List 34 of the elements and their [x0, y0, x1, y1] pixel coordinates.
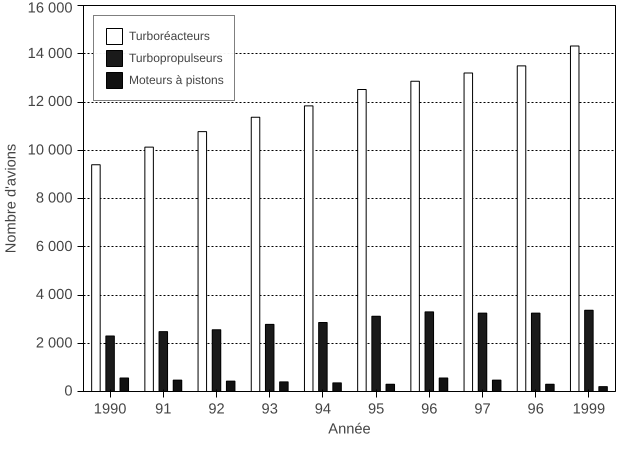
legend-label: Turboréacteurs [129, 29, 210, 43]
x-tick-label: 96 [528, 402, 544, 418]
x-tick-label: 1990 [94, 402, 126, 418]
y-tick-label: 16 000 [28, 0, 72, 16]
x-tick-label: 97 [474, 402, 491, 418]
y-tick-label: 8 000 [36, 190, 73, 206]
x-tick-label: 92 [208, 402, 225, 418]
bar [172, 380, 182, 392]
y-axis-title: Nombre d'avions [4, 144, 20, 254]
x-tick-label: 95 [368, 402, 384, 418]
y-tick-label: 6 000 [36, 238, 73, 255]
y-tick-label: 14 000 [28, 46, 72, 62]
bar [545, 384, 555, 392]
bar [386, 384, 396, 392]
x-tick-label: 1999 [572, 402, 606, 418]
y-tick-label: 12 000 [28, 94, 72, 110]
bar [598, 386, 608, 392]
x-tick-label: 96 [421, 402, 438, 418]
x-tick-label: 93 [262, 402, 278, 418]
bar [438, 377, 448, 392]
bar [332, 382, 342, 392]
y-tick-label: 4 000 [36, 287, 73, 303]
bar [226, 380, 236, 392]
legend-label: Turbopropulseurs [129, 51, 223, 65]
bar [120, 377, 130, 392]
y-tick-label: 0 [64, 384, 73, 400]
bar [492, 380, 502, 392]
y-tick-label: 10 000 [28, 142, 72, 158]
legend-label: Moteurs à pistons [129, 73, 224, 87]
x-tick-label: 91 [155, 402, 172, 418]
x-axis-title: Année [328, 422, 371, 438]
bar [279, 381, 289, 392]
x-tick-label: 94 [314, 402, 332, 418]
y-tick-label: 2 000 [36, 335, 73, 352]
